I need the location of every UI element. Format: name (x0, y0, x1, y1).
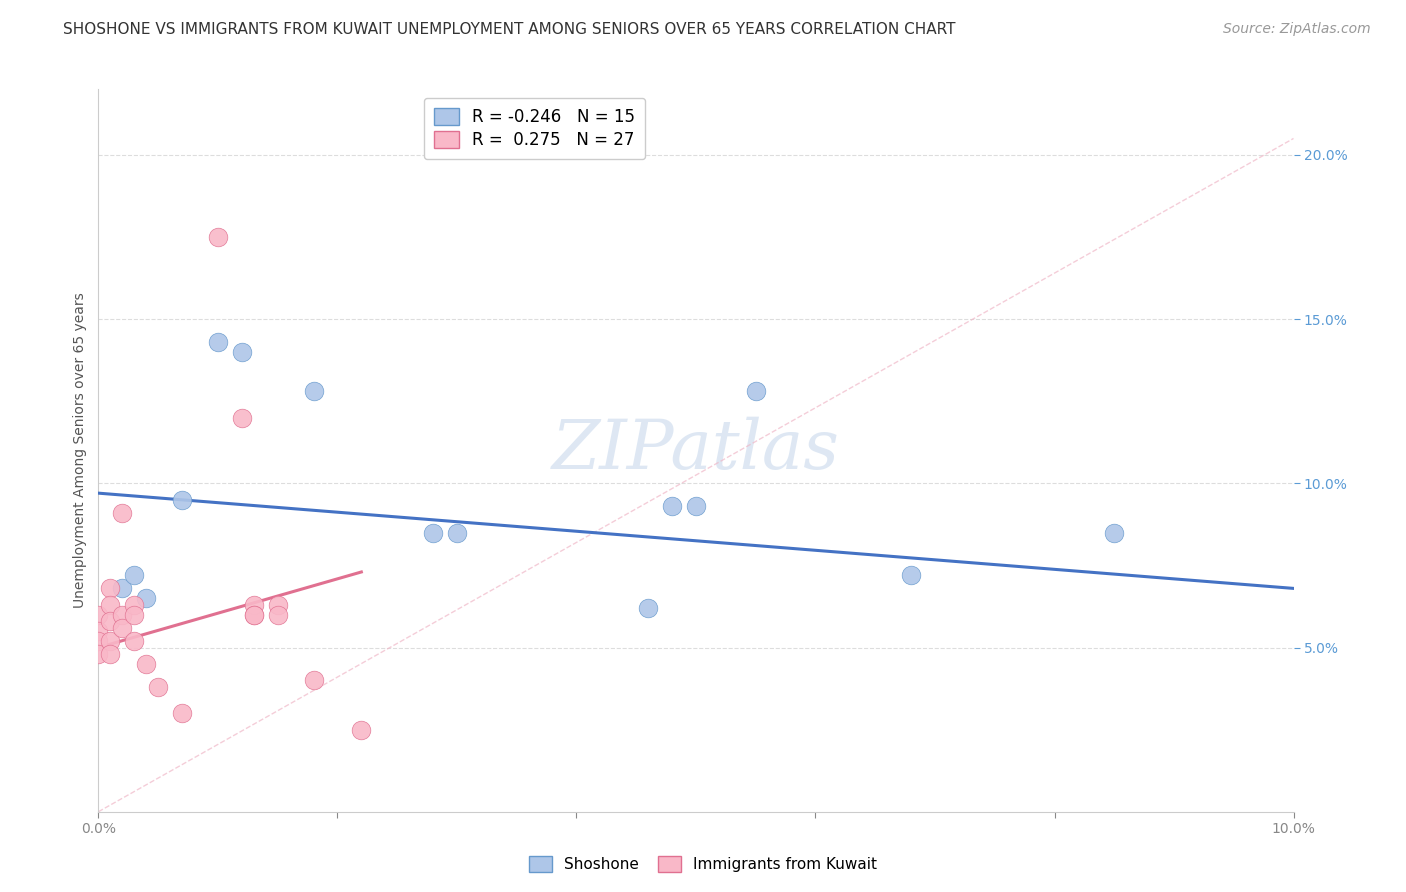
Legend: R = -0.246   N = 15, R =  0.275   N = 27: R = -0.246 N = 15, R = 0.275 N = 27 (425, 97, 645, 159)
Point (87, 624, 110, 639)
Point (98, 647, 122, 661)
Point (302, 384, 325, 399)
Point (87, 647, 110, 661)
Point (124, 568, 146, 582)
Point (148, 680, 170, 694)
Point (98, 582, 122, 596)
Point (135, 657, 157, 671)
Point (111, 607, 134, 622)
Point (745, 384, 768, 399)
Point (422, 525, 444, 540)
Point (1104, 525, 1126, 540)
Point (685, 500, 707, 514)
Y-axis label: Unemployment Among Seniors over 65 years: Unemployment Among Seniors over 65 years (73, 293, 87, 608)
Point (124, 598, 146, 612)
Point (207, 334, 229, 349)
Point (267, 598, 290, 612)
Point (231, 345, 253, 359)
Legend: Shoshone, Immigrants from Kuwait: Shoshone, Immigrants from Kuwait (522, 848, 884, 880)
Point (243, 607, 266, 622)
Point (111, 582, 134, 596)
Text: SHOSHONE VS IMMIGRANTS FROM KUWAIT UNEMPLOYMENT AMONG SENIORS OVER 65 YEARS CORR: SHOSHONE VS IMMIGRANTS FROM KUWAIT UNEMP… (63, 22, 956, 37)
Point (98, 614, 122, 628)
Point (267, 607, 290, 622)
Point (302, 673, 325, 688)
Point (661, 500, 683, 514)
Point (637, 601, 659, 615)
Point (111, 506, 134, 520)
Point (207, 230, 229, 244)
Point (124, 634, 146, 648)
Point (231, 410, 253, 425)
Point (98, 634, 122, 648)
Point (243, 607, 266, 622)
Point (87, 634, 110, 648)
Point (446, 525, 468, 540)
Point (172, 492, 194, 507)
Point (111, 621, 134, 635)
Text: Source: ZipAtlas.com: Source: ZipAtlas.com (1223, 22, 1371, 37)
Point (243, 598, 266, 612)
Point (350, 723, 373, 737)
Point (172, 706, 194, 721)
Point (87, 607, 110, 622)
Point (124, 607, 146, 622)
Point (98, 598, 122, 612)
Point (900, 568, 922, 582)
Point (135, 591, 157, 606)
Text: ZIPatlas: ZIPatlas (553, 417, 839, 483)
